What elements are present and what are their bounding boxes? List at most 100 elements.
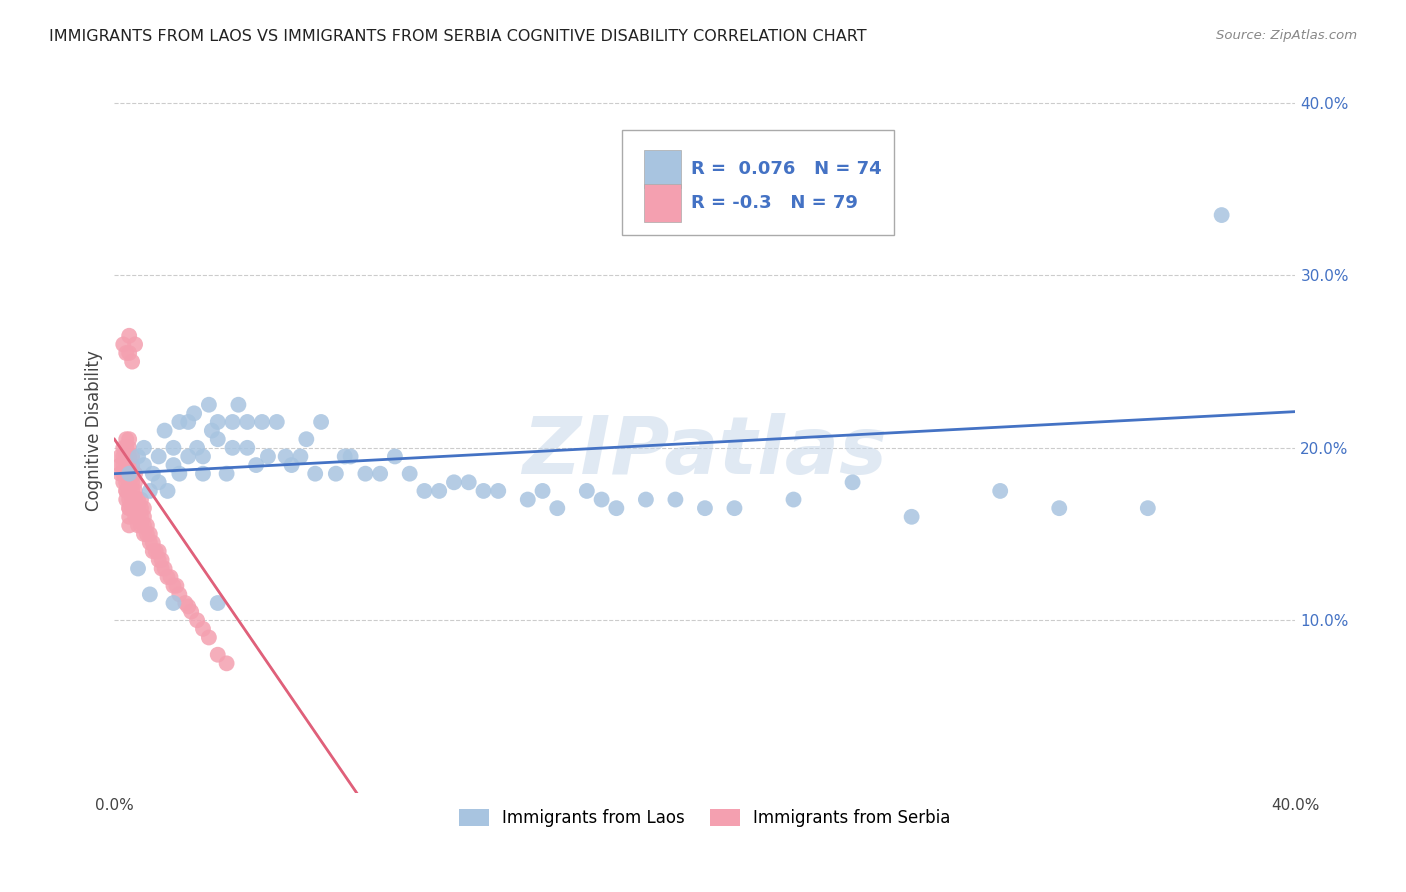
Point (132, 501, 155, 516)
Point (148, 450, 170, 464)
Point (115, 475, 138, 490)
Point (135, 518, 157, 533)
Point (201, 424, 224, 438)
Point (150, 561, 173, 575)
Point (169, 415, 191, 429)
Point (274, 450, 297, 464)
Point (191, 467, 214, 481)
Point (186, 441, 208, 455)
Point (333, 450, 356, 464)
Point (118, 441, 141, 455)
Point (290, 450, 312, 464)
Point (124, 492, 146, 507)
Point (139, 527, 162, 541)
Point (118, 509, 141, 524)
Point (207, 648, 229, 662)
Point (153, 561, 176, 575)
Point (153, 424, 176, 438)
Point (198, 631, 221, 645)
Point (142, 467, 165, 481)
Point (183, 406, 205, 420)
Point (245, 458, 267, 472)
Point (110, 458, 132, 472)
Point (129, 509, 152, 524)
Point (162, 596, 184, 610)
Point (112, 450, 135, 464)
Point (457, 475, 479, 490)
Point (988, 483, 1011, 498)
Point (124, 337, 146, 351)
Point (156, 570, 179, 584)
Point (118, 432, 141, 446)
Point (118, 467, 141, 481)
Point (132, 509, 155, 524)
Point (250, 415, 273, 429)
Text: Source: ZipAtlas.com: Source: ZipAtlas.com (1216, 29, 1357, 42)
Point (132, 527, 155, 541)
Point (368, 467, 391, 481)
Point (148, 475, 170, 490)
Point (127, 518, 149, 533)
Point (139, 535, 162, 549)
Point (121, 467, 143, 481)
Point (110, 467, 132, 481)
Point (132, 518, 155, 533)
Point (198, 398, 221, 412)
Point (295, 432, 318, 446)
Point (162, 579, 184, 593)
Point (124, 509, 146, 524)
Point (129, 518, 152, 533)
Point (118, 346, 141, 360)
Point (127, 501, 149, 516)
Point (121, 450, 143, 464)
Point (186, 613, 208, 627)
Point (121, 483, 143, 498)
Point (634, 492, 657, 507)
Point (124, 483, 146, 498)
Point (177, 450, 200, 464)
Point (1211, 208, 1233, 222)
Point (139, 587, 162, 601)
Point (546, 501, 568, 516)
Point (132, 441, 155, 455)
Point (723, 501, 745, 516)
Point (177, 415, 200, 429)
Point (309, 415, 332, 429)
Point (118, 458, 141, 472)
Point (112, 337, 135, 351)
Point (118, 501, 141, 516)
Point (121, 354, 143, 368)
Point (221, 441, 243, 455)
Point (124, 501, 146, 516)
Text: ZIPatlas: ZIPatlas (523, 413, 887, 491)
Point (162, 441, 184, 455)
Point (121, 492, 143, 507)
Point (115, 492, 138, 507)
Point (110, 450, 132, 464)
Point (127, 509, 149, 524)
Point (150, 553, 173, 567)
Point (148, 544, 170, 558)
Point (115, 432, 138, 446)
Point (207, 432, 229, 446)
Point (129, 501, 152, 516)
Point (112, 458, 135, 472)
Point (118, 450, 141, 464)
FancyBboxPatch shape (623, 130, 894, 235)
Point (118, 467, 141, 481)
Point (124, 475, 146, 490)
Point (236, 441, 259, 455)
Point (605, 501, 627, 516)
Point (132, 458, 155, 472)
Point (127, 450, 149, 464)
Point (280, 458, 302, 472)
Point (127, 492, 149, 507)
Text: R = -0.3   N = 79: R = -0.3 N = 79 (690, 194, 858, 212)
Point (115, 441, 138, 455)
Point (135, 527, 157, 541)
Point (841, 475, 863, 490)
Point (516, 492, 538, 507)
Point (304, 467, 326, 481)
Point (148, 553, 170, 567)
Point (427, 483, 450, 498)
